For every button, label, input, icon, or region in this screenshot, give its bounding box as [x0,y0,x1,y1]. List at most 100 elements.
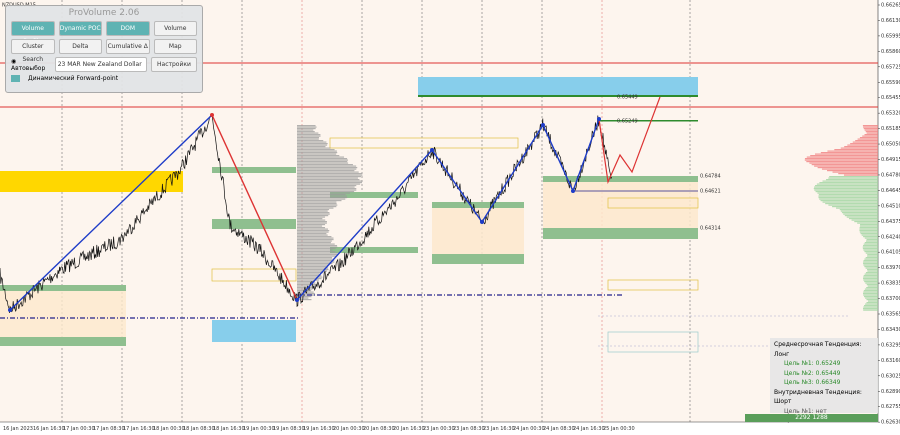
zone [543,176,698,182]
profile-bar [297,240,332,242]
profile-bar [867,254,878,256]
price-label: 0.65050 [881,142,900,148]
panel-button[interactable]: Delta [58,39,102,54]
profile-bar [297,251,336,253]
price-label: 0.63835 [881,281,900,287]
panel-button[interactable]: Volume Profile [11,21,55,45]
volume-profile [297,125,363,301]
profile-bar [857,222,878,224]
profile-bar [297,155,340,157]
panel-button[interactable]: Dynamic POC [58,21,102,36]
profile-bar [864,258,878,260]
profile-bar [863,278,878,280]
zone [212,167,296,173]
profile-bar [297,174,363,176]
zone [607,197,699,209]
panel-button[interactable]: Cluster Search [11,39,55,63]
toggle[interactable] [11,75,20,82]
auto-label: Автовыбор [11,64,46,72]
profile-bar [297,177,358,179]
profile-bar [297,261,335,263]
profile-bar [863,126,878,128]
time-label: 17 Jan 16:30 [123,426,155,432]
profile-bar [297,192,351,194]
profile-bar [844,146,878,148]
profile-bar [297,158,348,160]
price-label: 0.63565 [881,312,900,318]
profile-bar [297,279,319,281]
profile-bar [818,194,878,196]
profile-bar [864,273,878,275]
profile-bar [814,153,878,155]
profile-bar [297,150,337,152]
profile-bar [821,168,878,170]
auto-select[interactable]: ◉ Автовыбор [11,57,46,72]
level-label: 0.64621 [700,189,721,195]
profile-bar [806,161,878,163]
profile-bar [297,128,316,130]
panel-button[interactable]: Map [153,39,197,54]
profile-bar [814,165,878,167]
profile-bar [297,254,338,256]
mid-trend: Среднесрочная Тенденция: Лонг [774,341,862,358]
profile-bar [864,134,878,136]
profile-bar [819,182,878,184]
panel-button[interactable]: Cumulative Δ [106,39,150,54]
panel-button[interactable]: Volume [153,21,197,36]
profile-bar [297,255,336,257]
profile-bar [863,243,878,245]
profile-bar [841,212,878,214]
instrument-row: ◉ Автовыбор 23 MAR New Zealand Dollar На… [6,57,202,72]
profile-bar [865,282,878,284]
profile-bar [297,126,317,128]
profile-bar [814,186,878,188]
profile-bar [297,207,334,209]
profile-bar [829,176,878,178]
level-label: 0.64784 [700,174,721,180]
profile-bar [867,269,878,271]
profile-bar [866,240,878,242]
profile-bar [297,266,327,268]
profile-bar [825,203,878,205]
panel-button[interactable]: DOM [106,21,150,36]
profile-bar [864,288,878,290]
profile-bar [846,216,878,218]
profile-bar [297,219,326,221]
time-label: 19 Jan 16:30 [303,426,335,432]
zone [0,337,126,346]
profile-bar [865,267,878,269]
time-label: 18 Jan 16:30 [213,426,245,432]
profile-bar [297,228,328,230]
price-label: 0.65860 [881,49,900,55]
profile-bar [863,276,878,278]
profile-bar [297,242,331,244]
profile-bar [863,279,878,281]
profile-bar [297,276,323,278]
zone [212,320,296,342]
profile-bar [863,293,878,295]
profile-bar [859,230,878,232]
profile-bar [867,270,878,272]
profile-bar [297,141,327,143]
level-label: 0.65249 [617,119,638,125]
settings-button[interactable]: Настройки [150,57,197,72]
profile-bar [866,299,878,301]
zone [0,291,126,337]
profile-bar [297,134,321,136]
instrument-select[interactable]: 23 MAR New Zealand Dollar [54,57,147,72]
zone [418,95,698,97]
profile-bar [297,200,342,202]
profile-bar [297,237,334,239]
profile-bar [819,198,878,200]
zone [607,279,699,291]
profile-bar [822,201,878,203]
forward-row: Динамический Forward-point [6,75,202,82]
profile-bar [297,299,312,301]
profile-bar [866,239,878,241]
pivots [8,113,601,312]
time-label: 17 Jan 00:30 [63,426,95,432]
profile-bar [297,243,335,245]
profile-bar [859,227,878,229]
price-label: 0.65320 [881,111,900,117]
profile-bar [840,210,878,212]
